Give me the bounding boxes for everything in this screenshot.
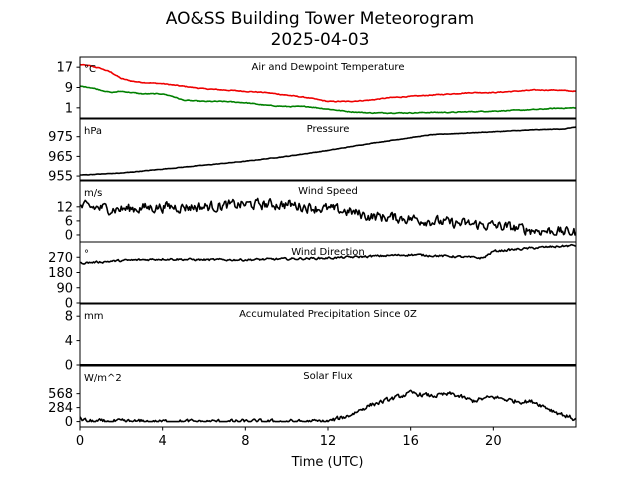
panel-5-ytick-label: 0 — [65, 359, 73, 374]
x-tick-label: 12 — [320, 434, 337, 449]
panel-5: 0 4 8 mm Accumulated Precipitation Since 0Z — [65, 303, 577, 374]
panel-5-ytick-label: 4 — [65, 334, 73, 349]
panel-2-ytick-label: 955 — [48, 170, 73, 185]
x-tick-label: 20 — [485, 434, 502, 449]
panel-1-title: Air and Dewpoint Temperature — [252, 62, 405, 73]
panel-6-series-line-1 — [80, 389, 576, 423]
panel-2-series-line-1 — [80, 126, 576, 176]
panel-1-series-line-2 — [80, 85, 576, 115]
panel-4-series-line-1 — [80, 243, 576, 265]
panel-4-ytick-label: 180 — [48, 266, 73, 281]
panel-2-frame — [79, 118, 577, 181]
panel-1-ytick-label: 9 — [65, 81, 73, 96]
panel-4-ytick-label: 0 — [65, 297, 73, 312]
panel-6-ytick-label: 568 — [48, 387, 73, 402]
panel-6-title: Solar Flux — [303, 371, 353, 382]
panel-1-unit: °C — [84, 64, 96, 75]
panel-6-ytick-label: 0 — [65, 415, 73, 430]
panel-4-unit: ° — [84, 249, 89, 260]
x-tick-label: 8 — [241, 434, 249, 449]
panel-3-series-line-1 — [80, 197, 576, 236]
panel-2-title: Pressure — [307, 124, 350, 135]
panel-1-series-line-1 — [80, 63, 576, 103]
x-tick-label: 0 — [76, 434, 84, 449]
panel-4-ytick-label: 270 — [48, 251, 73, 266]
panel-3-unit: m/s — [84, 188, 102, 199]
figure-title: AO&SS Building Tower Meteorogram — [166, 9, 474, 29]
panel-5-title: Accumulated Precipitation Since 0Z — [239, 309, 417, 320]
x-tick-label: 4 — [159, 434, 167, 449]
panel-1-ytick-label: 1 — [65, 101, 73, 116]
panel-2-ytick-label: 965 — [48, 150, 73, 165]
panel-3-ytick-label: 12 — [56, 200, 73, 215]
panel-4-ytick-label: 90 — [56, 281, 73, 296]
panel-3-title: Wind Speed — [298, 186, 358, 197]
panel-2: 955 965 975 hPa Pressure — [48, 118, 577, 185]
panel-5-frame — [79, 303, 577, 366]
panel-6-unit: W/m^2 — [84, 373, 122, 384]
x-tick-label: 16 — [402, 434, 419, 449]
panel-1: 1 9 17 °C Air and Dewpoint Temperature — [56, 56, 577, 119]
panel-2-ytick-label: 975 — [48, 130, 73, 145]
panel-3-ytick-label: 0 — [65, 228, 73, 243]
figure-subtitle: 2025-04-03 — [271, 30, 370, 50]
panel-4-title: Wind Direction — [291, 247, 365, 258]
panel-3-ytick-label: 6 — [65, 214, 73, 229]
panel-6-ytick-label: 284 — [48, 401, 73, 416]
panel-5-unit: mm — [84, 311, 103, 322]
panel-2-unit: hPa — [84, 126, 102, 137]
x-axis-label: Time (UTC) — [291, 455, 364, 470]
panel-stack: 1 9 17 °C Air and Dewpoint Temperature 955 965… — [48, 56, 577, 430]
panel-5-ytick-label: 8 — [65, 310, 73, 325]
x-axis: 0 4 8 12 16 20 — [76, 427, 502, 449]
panel-1-ytick-label: 17 — [56, 61, 73, 76]
